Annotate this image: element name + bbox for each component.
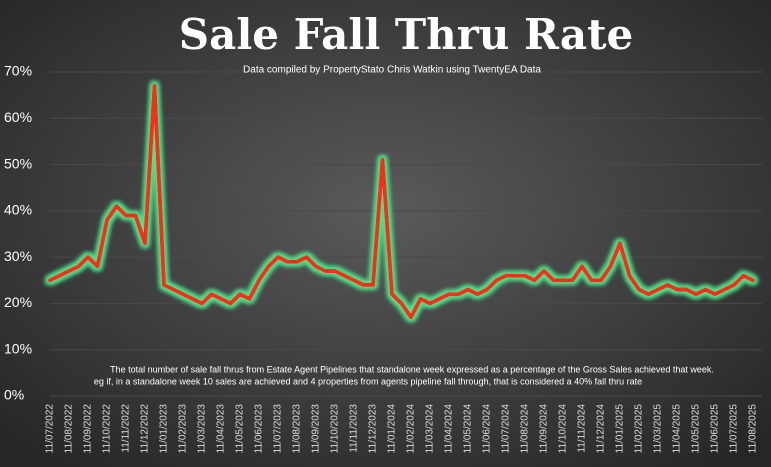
- x-tick-label: 11/10/2023: [330, 404, 341, 454]
- y-tick-label: 0%: [4, 387, 24, 403]
- x-tick-label: 11/04/2023: [216, 404, 227, 454]
- x-tick-label: 11/01/2025: [615, 404, 626, 454]
- x-tick-label: 11/11/2023: [349, 404, 360, 453]
- x-tick-label: 11/06/2023: [254, 404, 265, 454]
- x-tick-label: 11/11/2022: [121, 404, 132, 453]
- x-tick-label: 11/03/2024: [425, 404, 436, 454]
- x-tick-label: 11/04/2025: [672, 404, 683, 454]
- y-tick-label: 40%: [4, 202, 32, 218]
- y-tick-label: 20%: [4, 294, 32, 310]
- x-tick-label: 11/12/2023: [368, 404, 379, 454]
- x-tick-label: 11/08/2022: [64, 404, 75, 454]
- x-tick-label: 11/07/2023: [273, 404, 284, 454]
- x-tick-label: 11/02/2024: [406, 404, 417, 454]
- x-tick-label: 11/10/2022: [102, 404, 113, 454]
- chart-title: Sale Fall Thru Rate: [179, 10, 633, 59]
- x-tick-label: 11/06/2025: [710, 404, 721, 454]
- x-tick-label: 11/03/2025: [653, 404, 664, 454]
- x-tick-label: 11/08/2023: [292, 404, 303, 454]
- x-tick-label: 11/05/2025: [691, 404, 702, 454]
- x-tick-label: 11/04/2024: [444, 404, 455, 454]
- y-tick-label: 30%: [4, 248, 32, 264]
- x-tick-label: 11/08/2024: [520, 404, 531, 454]
- x-tick-label: 11/06/2024: [482, 404, 493, 454]
- x-tick-label: 11/02/2025: [634, 404, 645, 454]
- data-line: [48, 83, 755, 320]
- x-tick-label: 11/05/2024: [463, 404, 474, 454]
- x-tick-label: 11/01/2023: [159, 404, 170, 454]
- x-tick-label: 11/07/2025: [729, 404, 740, 454]
- x-tick-label: 11/12/2022: [140, 404, 151, 454]
- y-tick-label: 10%: [4, 340, 32, 356]
- x-tick-label: 11/07/2024: [501, 404, 512, 454]
- x-tick-label: 11/10/2024: [558, 404, 569, 454]
- x-tick-label: 11/11/2024: [577, 404, 588, 453]
- x-tick-label: 11/08/2025: [748, 404, 759, 454]
- x-tick-label: 11/02/2023: [178, 404, 189, 454]
- note: eg if, in a standalone week 10 sales are…: [94, 376, 642, 386]
- x-tick-label: 11/09/2024: [539, 404, 550, 454]
- x-tick-label: 11/09/2022: [83, 404, 94, 454]
- x-tick-label: 11/07/2022: [45, 404, 56, 454]
- x-tick-label: 11/01/2024: [387, 404, 398, 454]
- x-tick-label: 11/12/2024: [596, 404, 607, 454]
- y-tick-label: 60%: [4, 109, 32, 125]
- x-tick-label: 11/09/2023: [311, 404, 322, 454]
- y-tick-label: 50%: [4, 155, 32, 171]
- x-tick-label: 11/03/2023: [197, 404, 208, 454]
- y-tick-label: 70%: [4, 63, 32, 79]
- x-tick-label: 11/05/2023: [235, 404, 246, 454]
- note: The total number of sale fall thrus from…: [110, 364, 714, 374]
- subtitle: Data compiled by PropertyStato Chris Wat…: [243, 65, 541, 76]
